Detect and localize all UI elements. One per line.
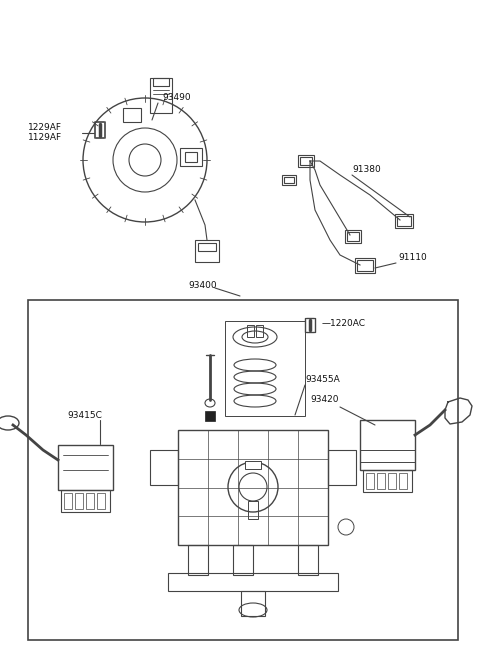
Bar (298, 155, 314, 167)
Bar (28, 300, 458, 640)
Bar (245, 461, 261, 469)
Text: 91110: 91110 (398, 253, 427, 263)
Bar (225, 321, 305, 416)
Bar (198, 243, 216, 251)
Bar (248, 501, 258, 519)
Bar (328, 450, 356, 485)
Bar (195, 240, 219, 262)
Text: 1129AF: 1129AF (28, 134, 62, 143)
Bar (355, 258, 375, 273)
Bar (357, 260, 373, 271)
Bar (388, 473, 396, 489)
Text: 93400: 93400 (188, 280, 216, 290)
Bar (61, 490, 110, 512)
Bar (168, 573, 338, 591)
Text: 93490: 93490 (162, 94, 191, 102)
Bar (395, 214, 413, 228)
Bar (150, 78, 172, 113)
Bar (360, 450, 415, 462)
Text: 93415C: 93415C (67, 411, 102, 419)
Bar (282, 175, 296, 185)
Bar (86, 493, 94, 509)
Bar (399, 473, 407, 489)
Bar (397, 216, 411, 226)
Bar (366, 473, 374, 489)
Bar (153, 78, 169, 86)
Bar (180, 148, 202, 166)
Bar (377, 473, 385, 489)
Bar (247, 325, 254, 337)
Bar (150, 450, 178, 485)
Bar (241, 591, 265, 616)
Bar (178, 430, 328, 545)
Text: 91380: 91380 (352, 166, 381, 174)
Bar (97, 493, 105, 509)
Text: 93420: 93420 (310, 396, 338, 405)
Bar (345, 230, 361, 243)
Bar (284, 177, 294, 183)
Bar (300, 157, 312, 165)
Bar (75, 493, 83, 509)
Bar (185, 152, 197, 162)
Bar (64, 493, 72, 509)
Bar (205, 411, 215, 421)
Text: —1220AC: —1220AC (322, 320, 366, 329)
Text: 1229AF: 1229AF (28, 124, 62, 132)
Bar (188, 545, 208, 575)
Bar (347, 232, 359, 241)
Bar (256, 325, 263, 337)
Bar (298, 545, 318, 575)
Bar (123, 108, 141, 122)
Text: 93455A: 93455A (305, 375, 340, 384)
Bar (360, 420, 415, 470)
Bar (58, 445, 113, 490)
Bar (233, 545, 253, 575)
Bar (363, 470, 412, 492)
